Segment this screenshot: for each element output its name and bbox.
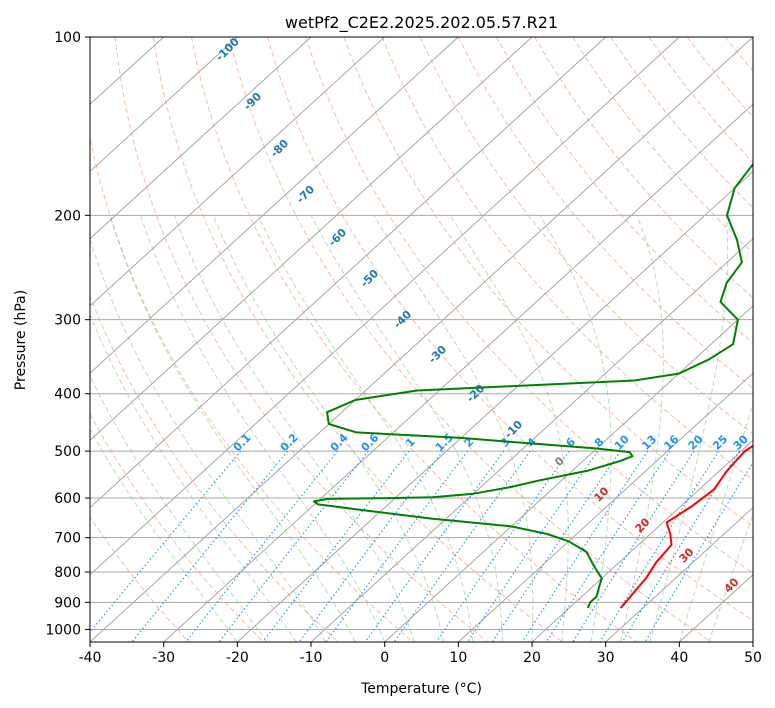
- y-tick-label: 800: [54, 565, 81, 581]
- isotherm-line: [90, 37, 533, 441]
- moist-adiabat: [90, 313, 297, 642]
- background-lines: [90, 37, 753, 642]
- moist-adiabat: [212, 215, 445, 642]
- isotherm-line: [531, 439, 753, 642]
- mixing-ratio-line: [435, 450, 570, 642]
- mixing-ratio-line: [131, 450, 289, 642]
- moist-adiabat: [539, 215, 612, 642]
- x-tick-label: 50: [744, 650, 762, 666]
- isotherm-line: [310, 238, 753, 642]
- x-tick-label: 10: [449, 650, 467, 666]
- mixing-ratio-line: [521, 450, 649, 642]
- mixing-ratio-line: [218, 450, 369, 642]
- moist-adiabat: [310, 215, 503, 642]
- y-tick-label: 900: [54, 595, 81, 611]
- x-tick-label: 40: [670, 650, 688, 666]
- moist-adiabat: [140, 215, 386, 642]
- dry-adiabat: [343, 37, 753, 527]
- x-tick-label: 30: [597, 650, 615, 666]
- chart-title: wetPf2_C2E2.2025.202.05.57.R21: [285, 13, 558, 33]
- dry-adiabat: [190, 37, 638, 642]
- dry-adiabat: [90, 135, 414, 642]
- y-tick-label: 100: [54, 30, 81, 46]
- y-axis-label: Pressure (hPa): [13, 290, 29, 390]
- y-tick-label: 200: [54, 208, 81, 224]
- data-series: [313, 162, 753, 609]
- isotherm-line: [163, 103, 753, 642]
- x-tick-label: -40: [79, 650, 102, 666]
- dry-adiabat: [267, 37, 753, 622]
- mixing-ratio-line: [393, 450, 531, 642]
- moist-adiabat: [90, 237, 327, 642]
- x-tick-label: -10: [300, 650, 323, 666]
- y-tick-label: 300: [54, 313, 81, 329]
- dewpoint-profile: [313, 162, 753, 609]
- mixing-ratio-line: [325, 450, 468, 642]
- moist-adiabat: [678, 401, 753, 642]
- x-tick-label: -30: [152, 650, 175, 666]
- moist-adiabat: [109, 215, 356, 642]
- isotherm-line: [384, 305, 753, 642]
- mixing-ratio-line: [491, 450, 621, 642]
- y-tick-label: 500: [54, 444, 81, 460]
- dry-adiabat: [152, 37, 563, 642]
- dry-adiabat: [90, 515, 190, 642]
- isotherm-line: [90, 37, 753, 642]
- moist-adiabat: [173, 215, 415, 642]
- temperature-profile: [620, 444, 753, 609]
- isotherm-line: [605, 506, 753, 642]
- y-tick-label: 400: [54, 387, 81, 403]
- isotherm-line: [90, 37, 680, 576]
- isotherm-line: [90, 37, 312, 240]
- dry-adiabat: [381, 37, 753, 481]
- isotherm-line: [90, 37, 606, 509]
- isotherm-line: [90, 37, 238, 173]
- dry-adiabat: [114, 37, 488, 642]
- y-tick-label: 700: [54, 531, 81, 547]
- dry-adiabat: [90, 295, 339, 642]
- isotherm-line: [90, 37, 459, 374]
- mixing-ratio-line: [185, 450, 339, 642]
- mixing-ratio-line: [467, 450, 599, 642]
- mixing-ratio-label: 36: [752, 432, 772, 452]
- mixing-ratio-line: [90, 450, 242, 633]
- moist-adiabat: [257, 215, 474, 642]
- mixing-ratio-line: [621, 450, 740, 642]
- axes: -40 -30 -20 -10 0 10 20 30 40 50 100 200 300 400 500 60…: [45, 30, 762, 666]
- dry-adiabat: [534, 37, 753, 299]
- x-tick-label: -20: [226, 650, 249, 666]
- plot-frame: [89, 36, 754, 643]
- x-tick-label: 20: [523, 650, 541, 666]
- x-tick-label: 0: [380, 650, 389, 666]
- x-axis-label: Temperature (°C): [360, 681, 482, 697]
- mixing-ratio-line: [644, 461, 753, 642]
- mixing-ratio-line: [298, 450, 444, 642]
- mixing-ratio-line: [599, 450, 720, 642]
- isotherm-line: [90, 37, 385, 307]
- y-tick-label: 1000: [45, 622, 81, 638]
- moist-adiabat: [619, 215, 664, 642]
- isotherm-line: [237, 170, 753, 642]
- y-tick-label: 600: [54, 491, 81, 507]
